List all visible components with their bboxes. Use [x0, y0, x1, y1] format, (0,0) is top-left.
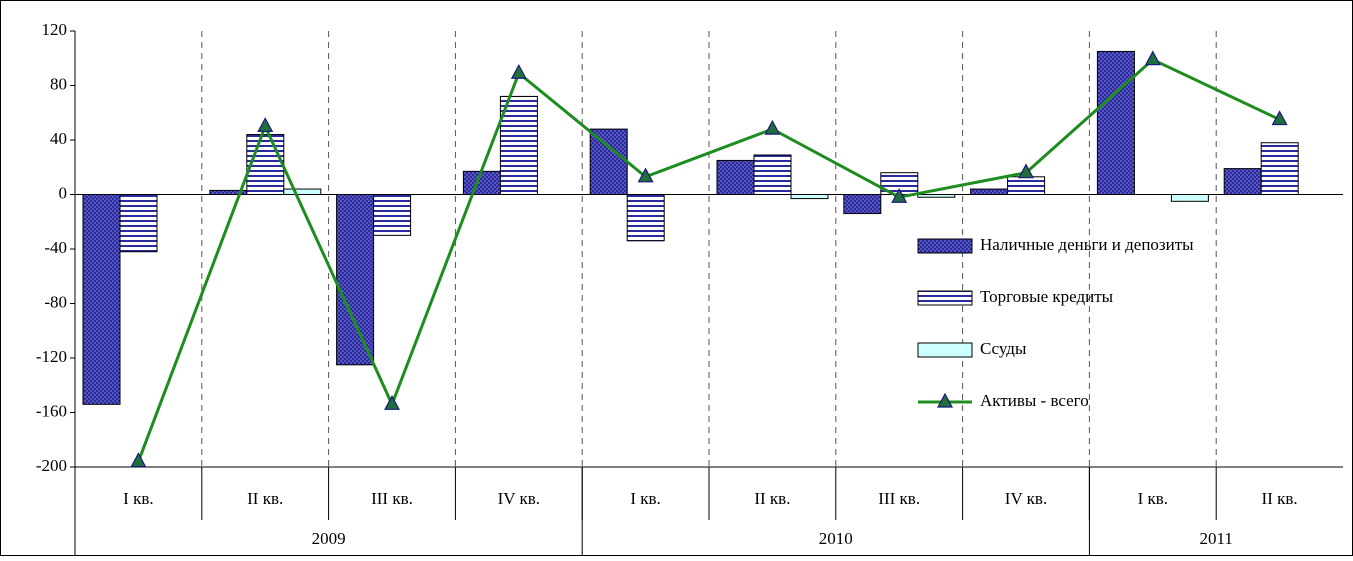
x-tick-label: II кв.	[1262, 489, 1298, 508]
bar	[283, 188, 322, 196]
x-tick-label: I кв.	[1138, 489, 1168, 508]
x-tick-label: IV кв.	[1005, 489, 1047, 508]
line-marker	[257, 117, 274, 132]
legend-label: Активы - всего	[980, 391, 1089, 410]
bar	[1007, 176, 1046, 196]
bar	[119, 194, 158, 253]
bar	[970, 188, 1009, 196]
bar	[82, 194, 121, 405]
bar	[753, 154, 792, 196]
line-marker	[1144, 50, 1161, 66]
x-tick-label: IV кв.	[498, 489, 540, 508]
y-tick-label: -200	[36, 456, 67, 475]
legend-swatch	[917, 290, 973, 306]
y-tick-label: 0	[59, 183, 68, 202]
line-marker	[383, 395, 401, 410]
line-marker	[510, 63, 527, 79]
group-label: 2010	[819, 529, 853, 548]
x-tick-label: II кв.	[247, 489, 283, 508]
bar	[373, 194, 412, 236]
y-tick-label: 40	[50, 129, 67, 148]
line-marker	[891, 187, 908, 203]
line-marker	[130, 452, 147, 468]
group-label: 2009	[312, 529, 346, 548]
y-tick-label: -160	[36, 401, 67, 420]
legend-label: Торговые кредиты	[980, 287, 1114, 306]
x-tick-label: I кв.	[123, 489, 153, 508]
line-marker	[637, 167, 654, 183]
legend-label: Ссуды	[980, 339, 1027, 358]
legend-label: Наличные деньги и депозиты	[980, 235, 1194, 254]
y-tick-label: 120	[42, 20, 68, 39]
line-marker	[1271, 110, 1288, 126]
bar	[626, 194, 665, 242]
line-marker	[764, 119, 781, 135]
bar	[499, 95, 538, 195]
y-tick-label: -40	[44, 238, 67, 257]
legend-swatch	[917, 238, 973, 254]
bar	[1260, 142, 1299, 196]
bar	[246, 134, 285, 196]
x-tick-label: I кв.	[630, 489, 660, 508]
line-marker	[1017, 163, 1035, 179]
bar	[790, 194, 829, 200]
bar	[336, 194, 375, 366]
bar	[1096, 50, 1135, 195]
y-tick-label: -120	[36, 347, 67, 366]
x-tick-label: III кв.	[371, 489, 413, 508]
bar	[462, 170, 501, 195]
line	[136, 57, 1281, 463]
legend-swatch	[917, 342, 973, 358]
bar	[716, 159, 755, 195]
x-tick-label: II кв.	[754, 489, 790, 508]
group-label: 2011	[1200, 529, 1233, 548]
x-tick-label: III кв.	[878, 489, 920, 508]
y-tick-label: -80	[44, 292, 67, 311]
line-marker	[936, 392, 954, 408]
bar	[843, 194, 882, 215]
bar	[589, 128, 628, 196]
y-tick-label: 80	[50, 74, 67, 93]
bar	[1170, 194, 1209, 202]
bar	[1223, 168, 1262, 196]
